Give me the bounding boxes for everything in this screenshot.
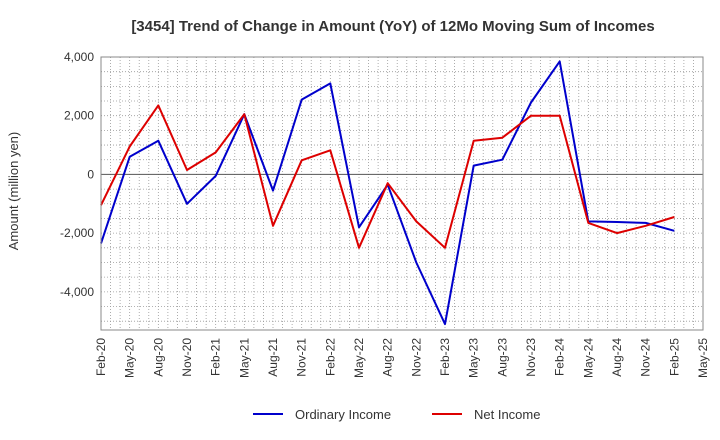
y-tick-label: 0 (87, 167, 94, 181)
y-axis-label: Amount (million yen) (6, 132, 21, 251)
y-tick-label: 2,000 (64, 109, 94, 123)
x-tick-label: May-25 (696, 338, 710, 378)
x-tick-label: Aug-24 (610, 338, 624, 377)
x-tick-label: Feb-23 (438, 338, 452, 376)
x-tick-label: May-20 (123, 338, 137, 378)
series-lines (100, 60, 675, 326)
x-tick-label: Nov-22 (409, 338, 423, 377)
x-tick-label: Nov-21 (295, 338, 309, 377)
x-tick-label: May-21 (237, 338, 251, 378)
y-tick-label: -4,000 (60, 285, 94, 299)
plot-frame (100, 56, 704, 331)
x-tick-label: Aug-23 (495, 338, 509, 377)
y-tick-label: 4,000 (64, 50, 94, 64)
x-tick-label: Feb-25 (667, 338, 681, 376)
chart-title: [3454] Trend of Change in Amount (YoY) o… (131, 18, 654, 35)
x-tick-label: May-24 (581, 338, 595, 378)
x-tick-label: Nov-20 (180, 338, 194, 377)
x-tick-label: Nov-23 (524, 338, 538, 377)
series-line-net-income (100, 104, 675, 249)
grid (100, 56, 704, 330)
y-tick-labels: 4,000 2,000 0 -2,000 -4,000 (60, 50, 94, 299)
x-tick-label: Feb-20 (94, 338, 108, 376)
x-tick-label: Feb-21 (209, 338, 223, 376)
legend: Ordinary Income Net Income (253, 407, 540, 422)
x-tick-label: Feb-24 (553, 338, 567, 376)
x-tick-labels: Feb-20 May-20 Aug-20 Nov-20 Feb-21 May-21 Aug-… (94, 338, 710, 378)
legend-label: Ordinary Income (295, 407, 391, 422)
x-tick-label: May-22 (352, 338, 366, 378)
x-tick-label: Aug-22 (381, 338, 395, 377)
x-tick-label: Feb-22 (323, 338, 337, 376)
legend-label: Net Income (474, 407, 540, 422)
x-tick-label: May-23 (467, 338, 481, 378)
x-tick-label: Nov-24 (639, 338, 653, 377)
x-tick-label: Aug-20 (151, 338, 165, 377)
x-tick-label: Aug-21 (266, 338, 280, 377)
y-tick-label: -2,000 (60, 226, 94, 240)
